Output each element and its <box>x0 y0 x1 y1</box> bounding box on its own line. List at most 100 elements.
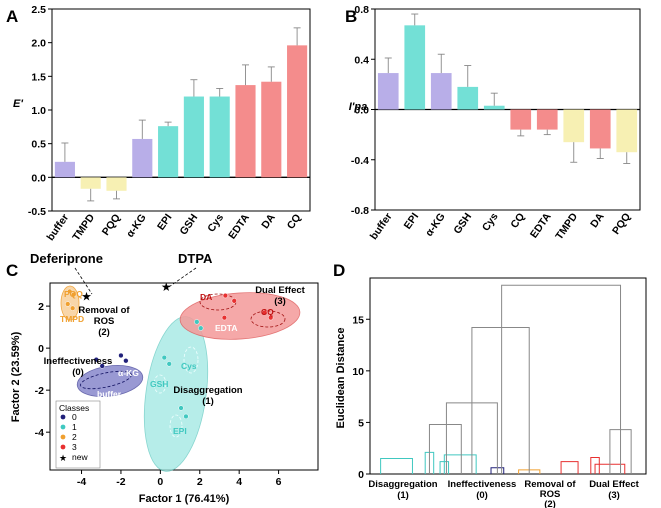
panel-a-ytick-label: 0.5 <box>31 139 46 151</box>
panel-b-bar <box>404 25 426 110</box>
panel-b-bar <box>457 86 479 110</box>
panel-a-bar <box>209 96 230 178</box>
panel-a-ytick-label: 2.0 <box>31 38 46 50</box>
scatter-point-class-0 <box>99 363 105 369</box>
panel-b-bar <box>377 73 399 110</box>
panel-d-dendrogram: Euclidean Distance 0 5 10 15 Disaggregation… <box>335 277 647 508</box>
class-label-removal-number: (2) <box>98 327 110 338</box>
scatter-point-class-1 <box>178 405 184 411</box>
scatter-point-class-2 <box>67 288 73 295</box>
scatter-point-class-1 <box>198 325 204 331</box>
panel-a-xtick-label: CQ <box>285 212 304 232</box>
panel-b-xtick-label: α-KG <box>423 211 448 239</box>
class-label-disaggregation: Disaggregation <box>173 385 242 396</box>
dendrogram-link <box>443 454 477 474</box>
panel-letter-c: C <box>6 261 18 280</box>
panel-b-xtick-label: CQ <box>508 211 527 231</box>
panel-b-ytick-label: -0.4 <box>351 155 369 167</box>
panel-a-xtick-label: DA <box>259 212 278 232</box>
dendro-group-ineffectiveness: Ineffectiveness <box>448 479 517 490</box>
panel-c-xtick-label: -2 <box>116 476 125 488</box>
panel-b-bar <box>563 109 585 143</box>
panel-b-bar <box>483 105 505 110</box>
new-compound-dtpa-label: DTPA <box>178 251 213 266</box>
scatter-point-class-2 <box>70 291 77 298</box>
panel-c-frame <box>49 282 319 471</box>
legend-entry-label: 0 <box>72 412 77 422</box>
panel-a-bar <box>261 81 282 178</box>
panel-d-ytick-label: 10 <box>352 366 364 378</box>
point-label-cq: CQ <box>261 307 274 317</box>
dendrogram-link <box>380 458 413 474</box>
panel-b-xtick-label: EDTA <box>528 211 554 241</box>
dendro-group-disaggregation-number: (1) <box>397 490 409 501</box>
class-label-dual-effect: Dual Effect <box>255 285 305 296</box>
panel-a-ytick-label: 0.0 <box>31 172 46 184</box>
panel-c-ytick-label: 0 <box>38 343 44 355</box>
panel-b-bar <box>536 109 558 130</box>
panel-b-xtick-label: TMPD <box>553 210 580 242</box>
panel-a-bar <box>54 161 75 178</box>
scatter-point-class-2 <box>65 301 71 307</box>
panel-b-bar <box>430 73 452 110</box>
scatter-point-class-0 <box>118 352 124 359</box>
scatter-point-class-3 <box>221 315 228 321</box>
scatter-point-class-3 <box>222 292 229 299</box>
panel-a-xtick-label: PQQ <box>100 212 123 238</box>
legend-marker-class-1 <box>60 424 66 430</box>
panel-d-ytick-label: 5 <box>358 417 364 429</box>
cluster-1-inner-ellipse-bottom <box>169 414 183 438</box>
class-label-ros: ROS <box>94 316 115 327</box>
panel-b-y-axis-label: I'pa <box>349 101 368 113</box>
legend-marker-class-0 <box>60 414 66 420</box>
point-label-akg: α-KG <box>118 368 139 378</box>
legend-entry-label: 2 <box>72 432 77 442</box>
panel-b-xtick-label: PQQ <box>610 211 633 237</box>
panel-c-ytick-label: 2 <box>38 301 44 313</box>
panel-a-bar <box>132 138 153 178</box>
panel-letter-a: A <box>6 7 18 26</box>
panel-d-ytick-label: 15 <box>352 314 364 326</box>
scatter-point-class-2 <box>70 305 76 311</box>
panel-a-bar <box>158 126 179 178</box>
panel-c-scatter-plot: Factor 1 (76.41%) Factor 2 (23.59%) -4 -2… <box>10 251 319 505</box>
panel-b-ytick-label: 0.8 <box>354 4 369 16</box>
panel-a-ytick-label: 1.0 <box>31 105 46 117</box>
scatter-point-class-1 <box>161 354 167 361</box>
dendrogram-link <box>428 423 462 474</box>
panel-c-x-axis-label: Factor 1 (76.41%) <box>139 493 230 505</box>
panel-c-ytick-label: -4 <box>35 427 44 439</box>
scatter-point-class-3 <box>262 309 268 316</box>
class-label-dual-effect-number: (3) <box>274 296 286 307</box>
panel-a-ytick-label: 1.5 <box>31 71 46 83</box>
panel-c-ytick-label: -2 <box>35 385 44 397</box>
panel-b-bar <box>616 109 638 153</box>
panel-a-xtick-label: EPI <box>155 212 175 233</box>
dendro-group-removal-number: (2) <box>544 499 556 508</box>
panel-c-xtick-label: 4 <box>236 476 242 488</box>
new-compound-star-marker: ★ <box>81 290 92 304</box>
legend-box <box>55 400 101 469</box>
dendrogram-link <box>501 284 622 474</box>
panel-c-xtick-label: -4 <box>77 476 86 488</box>
panel-a-bar <box>287 45 308 178</box>
cluster-0-inner-ellipse <box>80 370 132 390</box>
scatter-point-class-1 <box>166 361 172 367</box>
scatter-point-class-1 <box>183 413 189 420</box>
class-label-ineffectiveness: Ineffectiveness <box>44 356 113 367</box>
panel-c-xtick-label: 0 <box>157 476 163 488</box>
panel-d-y-axis-label: Euclidean Distance <box>335 328 347 429</box>
panel-a-xtick-label: Cys <box>205 212 226 235</box>
deferiprone-pointer-line <box>74 267 93 295</box>
panel-b-bar-chart: I'pa -0.8 -0.4 0.0 0.4 0.8 buffer EPI α-KG GSH C… <box>349 4 641 242</box>
scatter-point-class-0 <box>93 357 99 363</box>
class-label-removal-of: Removal of <box>78 305 130 316</box>
panel-letter-d: D <box>333 261 345 280</box>
cluster-1-inner-ellipse-mid <box>153 374 167 394</box>
panel-d-ytick-label: 0 <box>358 469 364 481</box>
panel-a-ytick-label: -0.5 <box>28 206 46 218</box>
panel-b-xtick-label: EPI <box>402 211 422 232</box>
legend-entry-label: new <box>72 452 88 462</box>
